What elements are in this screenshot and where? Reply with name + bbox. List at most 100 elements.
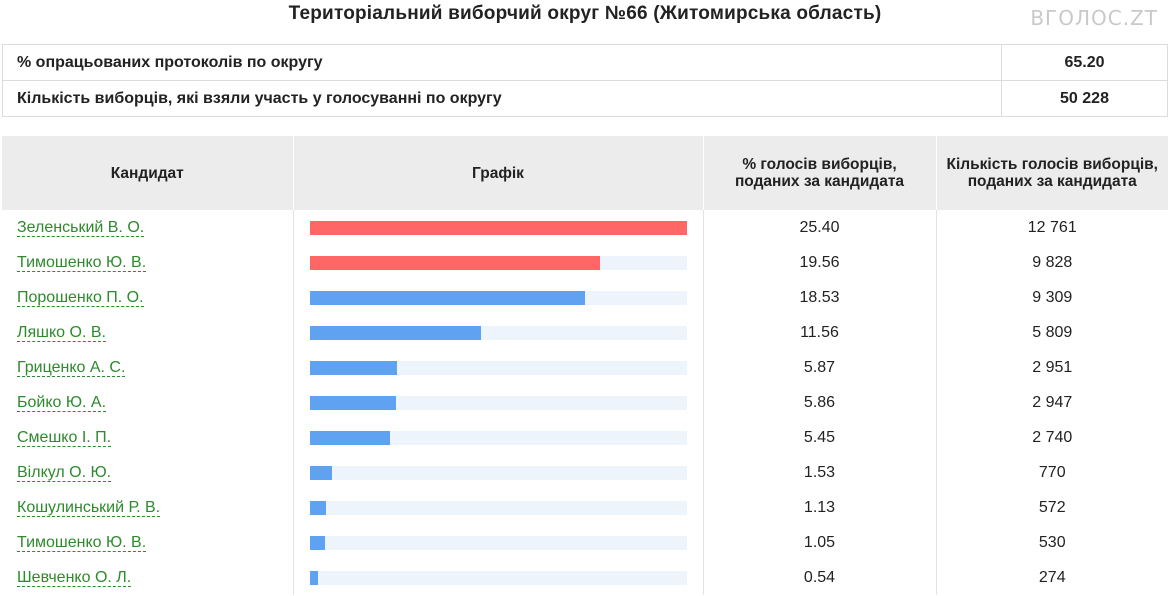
bar-track [309, 395, 687, 410]
percent-cell: 5.45 [703, 420, 937, 455]
vote-bar [309, 570, 318, 585]
percent-cell: 5.86 [703, 385, 937, 420]
candidate-cell: Тимошенко Ю. В. [2, 525, 294, 560]
column-header-votes: Кількість голосів виборців, поданих за к… [936, 136, 1168, 210]
votes-cell: 572 [1038, 498, 1066, 516]
bar-track [309, 220, 687, 235]
results-body: Зеленський В. О. 25.40 12 761 Тимошенко Ю. … [2, 210, 1168, 595]
candidate-cell: Порошенко П. О. [2, 280, 294, 315]
candidate-link[interactable]: Порошенко П. О. [17, 288, 144, 307]
vote-bar [309, 465, 333, 480]
votes-cell: 2 947 [1032, 393, 1073, 411]
candidate-cell: Шевченко О. Л. [2, 560, 294, 595]
percent-cell: 5.87 [703, 350, 937, 385]
vote-bar [309, 325, 482, 340]
bar-track [309, 325, 687, 340]
table-row: Бойко Ю. А. 5.86 2 947 [2, 385, 1168, 420]
percent-cell: 1.05 [703, 525, 937, 560]
candidate-cell: Вілкул О. Ю. [2, 455, 294, 490]
votes-cell: 530 [1038, 533, 1066, 551]
table-row: Тимошенко Ю. В. 19.56 9 828 [2, 245, 1168, 280]
candidate-cell: Смешко І. П. [2, 420, 294, 455]
candidate-link[interactable]: Ляшко О. В. [17, 323, 106, 342]
candidate-cell: Кошулинський Р. В. [2, 490, 294, 525]
candidate-cell: Гриценко А. С. [2, 350, 294, 385]
vote-bar [309, 500, 327, 515]
table-row: Тимошенко Ю. В. 1.05 530 [2, 525, 1168, 560]
percent-cell: 25.40 [703, 210, 937, 245]
chart-cell [293, 490, 704, 525]
candidate-link[interactable]: Шевченко О. Л. [17, 568, 132, 587]
results-table: Кандидат Графік % голосів виборців, пода… [2, 136, 1168, 595]
table-row: Ляшко О. В. 11.56 5 809 [2, 315, 1168, 350]
candidate-link[interactable]: Бойко Ю. А. [17, 393, 107, 412]
results-header-row: Кандидат Графік % голосів виборців, пода… [2, 136, 1168, 210]
candidate-link[interactable]: Гриценко А. С. [17, 358, 126, 377]
bar-track [309, 430, 687, 445]
summary-label: % опрацьованих протоколів по округу [2, 44, 1002, 81]
vote-bar [309, 290, 585, 305]
vote-bar [309, 395, 397, 410]
table-row: Вілкул О. Ю. 1.53 770 [2, 455, 1168, 490]
votes-cell: 770 [1038, 463, 1066, 481]
votes-cell: 9 309 [1032, 288, 1073, 306]
bar-track [309, 255, 687, 270]
table-row: Кошулинський Р. В. 1.13 572 [2, 490, 1168, 525]
site-logo: ВГОЛОС.ZT [1030, 6, 1158, 30]
candidate-cell: Зеленський В. О. [2, 210, 294, 245]
chart-cell [293, 245, 704, 280]
candidate-cell: Ляшко О. В. [2, 315, 294, 350]
table-row: Порошенко П. О. 18.53 9 309 [2, 280, 1168, 315]
candidate-link[interactable]: Кошулинський Р. В. [17, 498, 161, 517]
table-row: Зеленський В. О. 25.40 12 761 [2, 210, 1168, 245]
summary-table: % опрацьованих протоколів по округу 65.2… [2, 44, 1168, 117]
votes-cell: 12 761 [1027, 218, 1077, 236]
summary-label: Кількість виборців, які взяли участь у г… [2, 80, 1002, 117]
summary-row-turnout: Кількість виборців, які взяли участь у г… [2, 80, 1168, 117]
column-header-candidate: Кандидат [2, 136, 294, 210]
candidate-link[interactable]: Вілкул О. Ю. [17, 463, 112, 482]
vote-bar [309, 430, 391, 445]
column-header-chart: Графік [293, 136, 704, 210]
bar-track [309, 570, 687, 585]
summary-value: 65.20 [1001, 44, 1168, 81]
candidate-link[interactable]: Смешко І. П. [17, 428, 112, 447]
chart-cell [293, 280, 704, 315]
summary-value: 50 228 [1001, 80, 1168, 117]
table-row: Смешко І. П. 5.45 2 740 [2, 420, 1168, 455]
votes-cell: 5 809 [1032, 323, 1073, 341]
percent-cell: 19.56 [703, 245, 937, 280]
chart-cell [293, 455, 704, 490]
votes-cell: 274 [1038, 568, 1066, 586]
percent-cell: 11.56 [703, 315, 937, 350]
candidate-link[interactable]: Тимошенко Ю. В. [17, 533, 147, 552]
candidate-link[interactable]: Зеленський В. О. [17, 218, 145, 237]
percent-cell: 0.54 [703, 560, 937, 595]
votes-cell: 2 740 [1032, 428, 1073, 446]
table-row: Гриценко А. С. 5.87 2 951 [2, 350, 1168, 385]
chart-cell [293, 420, 704, 455]
bar-track [309, 360, 687, 375]
percent-cell: 1.53 [703, 455, 937, 490]
percent-cell: 18.53 [703, 280, 937, 315]
candidate-link[interactable]: Тимошенко Ю. В. [17, 253, 147, 272]
summary-row-processed: % опрацьованих протоколів по округу 65.2… [2, 44, 1168, 81]
bar-track [309, 535, 687, 550]
chart-cell [293, 210, 704, 245]
votes-cell: 9 828 [1032, 253, 1073, 271]
votes-cell: 2 951 [1032, 358, 1073, 376]
vote-bar [309, 255, 600, 270]
percent-cell: 1.13 [703, 490, 937, 525]
bar-track [309, 500, 687, 515]
chart-cell [293, 385, 704, 420]
column-header-percent: % голосів виборців, поданих за кандидата [703, 136, 937, 210]
bar-track [309, 290, 687, 305]
chart-cell [293, 315, 704, 350]
vote-bar [309, 220, 687, 235]
page-title: Територіальний виборчий округ №66 (Житом… [288, 3, 882, 24]
chart-cell [293, 350, 704, 385]
bar-track [309, 465, 687, 480]
vote-bar [309, 535, 326, 550]
chart-cell [293, 525, 704, 560]
chart-cell [293, 560, 704, 595]
